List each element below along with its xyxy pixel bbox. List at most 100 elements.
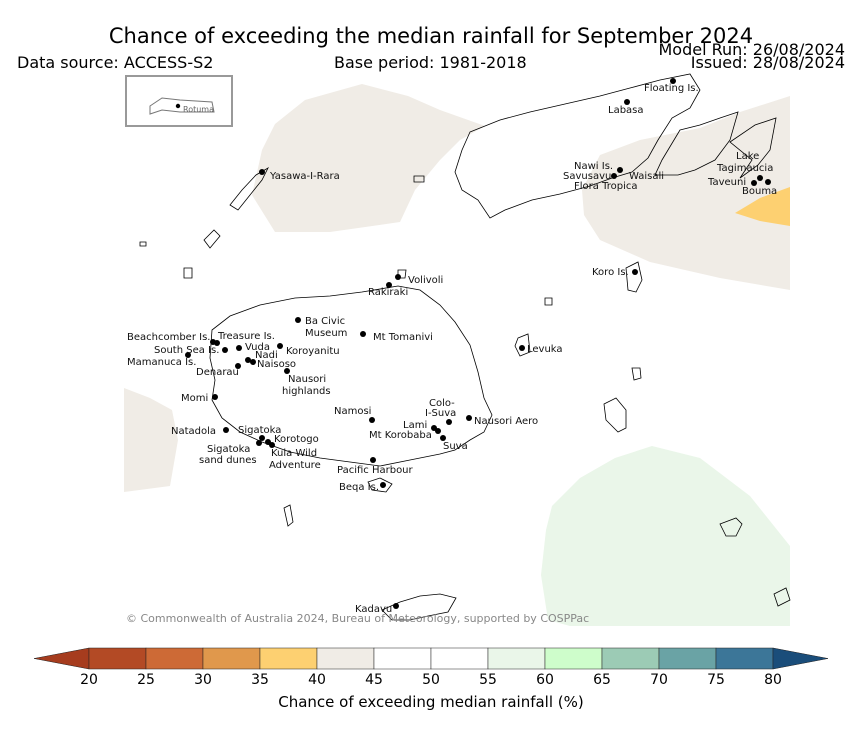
label-ba-civic: Ba Civic <box>305 316 345 327</box>
label-kula-wild: Kula Wild <box>271 448 317 459</box>
island-waya <box>183 267 193 279</box>
label-beqa-is: Beqa Is. <box>339 482 379 493</box>
label-i-suva: I-Suva <box>425 408 456 419</box>
island-cicia <box>139 241 147 247</box>
label-mt-korobaba: Mt Korobaba <box>369 430 432 441</box>
colorbar-tick-label: 65 <box>593 672 611 688</box>
colorbar-tick-label: 50 <box>422 672 440 688</box>
region-40-45-west <box>124 388 178 492</box>
label-adventure: Adventure <box>269 460 321 471</box>
label-lake: Lake <box>736 151 759 162</box>
place-markers <box>185 78 771 609</box>
colorbar-tick-label: 40 <box>308 672 326 688</box>
label-highlands: highlands <box>282 386 331 397</box>
label-beachcomber-is: Beachcomber Is. <box>127 332 210 343</box>
label-denarau: Denarau <box>196 367 239 378</box>
rotuma-point <box>175 103 181 109</box>
rotuma-label: Rotuma <box>183 105 214 114</box>
marker-mamanuca-is <box>185 352 191 358</box>
island-viti-levu <box>209 285 493 467</box>
colorbar-tick-label: 45 <box>365 672 383 688</box>
colorbar-cell <box>487 647 546 670</box>
rotuma-island <box>149 97 215 115</box>
colorbar-tick-label: 35 <box>251 672 269 688</box>
island-taveuni-2 <box>729 117 777 179</box>
colorbar-extend-low <box>33 647 90 670</box>
marker-mt-tomanivi <box>360 331 366 337</box>
label-museum: Museum <box>305 328 347 339</box>
label-volivoli: Volivoli <box>408 275 443 286</box>
label-momi: Momi <box>181 393 208 404</box>
region-40-45-east <box>582 96 790 290</box>
label-natadola: Natadola <box>171 426 216 437</box>
colorbar-tick-label: 25 <box>137 672 155 688</box>
colorbar-cell <box>373 647 432 670</box>
island-ovalau <box>514 333 531 357</box>
copyright-notice: © Commonwealth of Australia 2024, Bureau… <box>126 612 589 625</box>
marker-naisoso <box>250 359 256 365</box>
island-yasawa <box>229 166 269 211</box>
label-sand-dunes: sand dunes <box>199 455 257 466</box>
label-sigatoka-2: Sigatoka <box>207 444 250 455</box>
marker-natadola <box>223 427 229 433</box>
colorbar-tick-label: 80 <box>764 672 782 688</box>
marker-kula-wild-adventure <box>269 442 275 448</box>
coastlines <box>139 73 791 621</box>
label-yasawa-i-rara: Yasawa-I-Rara <box>269 171 340 182</box>
map-title: Chance of exceeding the median rainfall … <box>108 24 754 48</box>
island-naitauba <box>544 297 553 306</box>
label-waisali: Waisali <box>629 171 664 182</box>
issued-label: Issued: 28/08/2024 <box>690 53 845 72</box>
island-vatulele <box>283 504 294 527</box>
region-35-40-east <box>735 187 790 226</box>
label-flora-tropica: Flora Tropica <box>574 181 637 192</box>
marker-yasawa-i-rara <box>259 169 265 175</box>
colorbar-cell <box>544 647 603 670</box>
colorbar-cell <box>715 647 774 670</box>
marker-south-sea-is <box>222 347 228 353</box>
label-pacific-harbour: Pacific Harbour <box>337 465 414 476</box>
marker-nawi-is <box>617 167 623 173</box>
label-savusavu: Savusavu <box>563 171 611 182</box>
marker-koro-is <box>632 269 638 275</box>
label-vuda: Vuda <box>245 342 270 353</box>
colorbar-cell <box>430 647 489 670</box>
label-floating-is: Floating Is. <box>644 83 699 94</box>
marker-lake-tagimaucia <box>757 175 763 181</box>
base-period-label: Base period: 1981-2018 <box>334 53 527 72</box>
island-gau <box>603 397 627 433</box>
marker-kadavu <box>393 603 399 609</box>
label-labasa: Labasa <box>608 105 644 116</box>
label-mamanuca-is: Mamanuca Is. <box>127 357 196 368</box>
marker-namosi <box>369 417 375 423</box>
label-koro-is: Koro Is. <box>592 267 629 278</box>
rotuma-inset <box>125 75 233 127</box>
colorbar-tick-label: 70 <box>650 672 668 688</box>
marker-bouma <box>765 179 771 185</box>
marker-denarau <box>235 363 241 369</box>
marker-savusavu <box>611 173 617 179</box>
label-taveuni: Taveuni <box>707 177 746 188</box>
label-nausori-aero: Nausori Aero <box>474 416 538 427</box>
marker-taveuni <box>751 180 757 186</box>
marker-momi <box>212 394 218 400</box>
colorbar-tick-label: 20 <box>80 672 98 688</box>
label-suva: Suva <box>443 441 468 452</box>
marker-colo-i-suva <box>446 419 452 425</box>
marker-volivoli <box>395 274 401 280</box>
marker-suva <box>440 435 446 441</box>
marker-treasure-is <box>214 340 220 346</box>
label-lami: Lami <box>403 420 427 431</box>
region-40-45-north <box>252 84 485 232</box>
marker-rakiraki <box>386 282 392 288</box>
label-south-sea-is: South Sea Is. <box>154 345 219 356</box>
island-mali <box>413 175 425 183</box>
label-naisoso: Naisoso <box>257 359 296 370</box>
marker-vuda <box>236 345 242 351</box>
island-ono <box>773 587 791 607</box>
label-nadi: Nadi <box>255 350 278 361</box>
colorbar-tick-label: 75 <box>707 672 725 688</box>
marker-levuka <box>519 345 525 351</box>
island-totoya <box>719 517 743 537</box>
